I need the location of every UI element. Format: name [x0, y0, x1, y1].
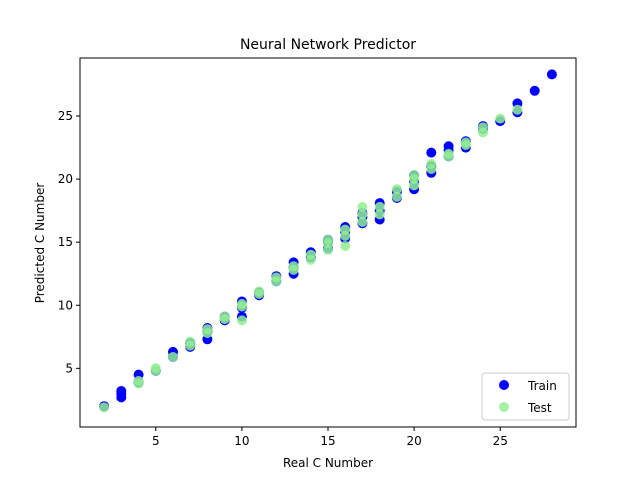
data-point — [99, 402, 110, 413]
data-point — [391, 191, 402, 202]
data-point — [168, 352, 178, 362]
x-tick-label: 25 — [493, 434, 508, 448]
data-point — [512, 104, 523, 115]
x-axis-label: Real C Number — [283, 456, 373, 470]
legend: Train Test — [481, 372, 570, 421]
data-point — [409, 170, 420, 181]
data-point — [236, 315, 247, 326]
data-point — [133, 376, 144, 386]
data-point — [374, 201, 385, 212]
x-axis-ticks: 5 10 15 20 25 — [152, 427, 508, 448]
data-point — [478, 122, 488, 133]
data-point — [460, 137, 471, 148]
data-point — [357, 201, 368, 212]
y-tick-label: 10 — [58, 298, 73, 312]
legend-test-marker-icon — [499, 402, 509, 412]
plot-points — [99, 69, 557, 413]
data-point — [546, 69, 557, 80]
data-point — [391, 184, 402, 195]
y-tick-label: 5 — [65, 361, 73, 375]
data-point — [374, 209, 385, 220]
x-tick-label: 10 — [234, 434, 249, 448]
data-point — [443, 148, 454, 159]
series-test — [99, 104, 523, 413]
y-tick-label: 15 — [58, 235, 73, 249]
data-point — [426, 147, 437, 158]
data-point — [202, 324, 213, 335]
y-tick-label: 25 — [58, 109, 73, 123]
data-point — [426, 159, 437, 169]
data-point — [529, 85, 540, 96]
chart-title: Neural Network Predictor — [240, 37, 416, 53]
legend-train-marker-icon — [499, 380, 509, 390]
data-point — [288, 261, 299, 272]
legend-train-label: Train — [527, 379, 557, 393]
x-tick-label: 20 — [406, 434, 421, 448]
data-point — [495, 113, 506, 124]
legend-test-label: Test — [527, 401, 552, 415]
data-point — [357, 209, 368, 220]
data-point — [219, 311, 230, 322]
data-point — [236, 299, 247, 309]
data-point — [116, 386, 127, 396]
data-point — [340, 224, 351, 235]
data-point — [443, 141, 454, 152]
data-point — [357, 217, 368, 227]
data-point — [271, 272, 282, 283]
y-axis-label: Predicted C Number — [33, 183, 47, 304]
data-point — [305, 249, 316, 260]
x-tick-label: 15 — [320, 434, 335, 448]
data-point — [340, 241, 351, 251]
y-tick-label: 20 — [58, 172, 73, 186]
data-point — [323, 234, 333, 245]
x-tick-label: 5 — [152, 434, 160, 448]
data-point — [150, 363, 161, 374]
data-point — [254, 286, 265, 297]
y-axis-ticks: 5 10 15 20 25 — [58, 109, 80, 375]
data-point — [185, 336, 196, 347]
